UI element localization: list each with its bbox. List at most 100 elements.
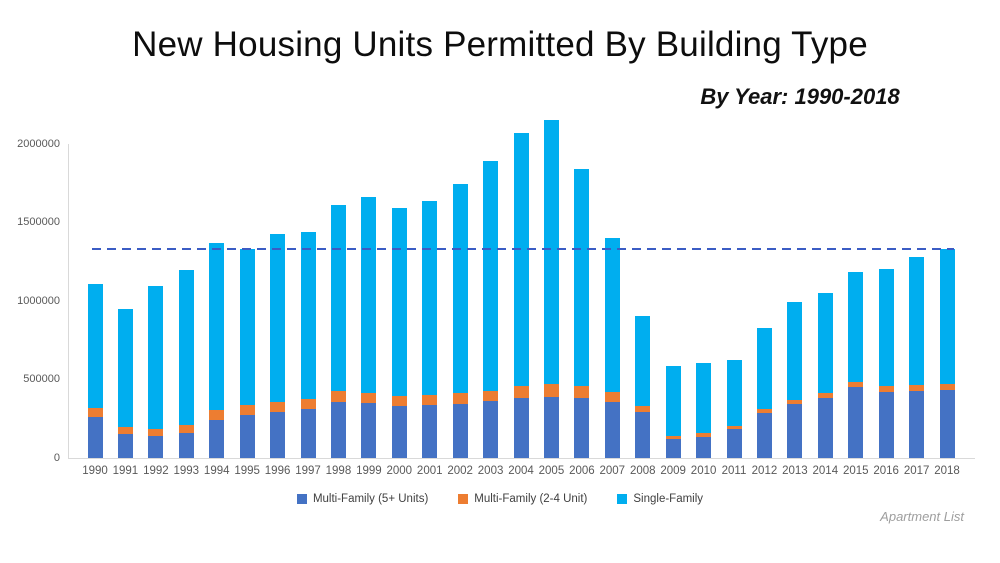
bar-segment xyxy=(817,398,833,458)
x-axis-tick-label: 2014 xyxy=(812,465,839,477)
bar-2016 xyxy=(878,268,894,458)
bar-segment xyxy=(178,432,194,458)
legend-item: Single-Family xyxy=(617,493,703,505)
bar-segment xyxy=(178,269,194,425)
bar-segment xyxy=(817,292,833,394)
bar-segment xyxy=(330,204,346,392)
legend-item: Multi-Family (5+ Units) xyxy=(296,493,428,505)
chart-subtitle: By Year: 1990-2018 xyxy=(700,84,900,109)
bar-segment xyxy=(817,393,833,399)
bar-segment xyxy=(452,392,468,404)
bar-1995 xyxy=(239,248,255,458)
bar-segment xyxy=(117,309,133,428)
bar-segment xyxy=(513,386,529,399)
x-axis-tick-label: 2007 xyxy=(599,465,626,477)
bar-segment xyxy=(87,408,103,417)
bar-1993 xyxy=(178,269,194,458)
x-axis-tick-label: 1991 xyxy=(112,465,139,477)
bar-2017 xyxy=(909,256,925,458)
bar-segment xyxy=(361,402,377,458)
x-axis-tick-label: 2000 xyxy=(386,465,413,477)
watermark: Apartment List xyxy=(880,509,964,524)
bar-segment xyxy=(300,398,316,410)
bar-segment xyxy=(148,436,164,458)
y-axis-tick-label: 2000000 xyxy=(17,137,60,150)
x-axis-tick-label: 2003 xyxy=(477,465,504,477)
bar-segment xyxy=(239,415,255,458)
bar-2002 xyxy=(452,183,468,458)
reference-line xyxy=(92,248,954,251)
bar-segment xyxy=(270,402,286,413)
bar-1990 xyxy=(87,283,103,458)
bar-segment xyxy=(391,208,407,397)
bar-segment xyxy=(909,391,925,458)
x-axis-tick-label: 1999 xyxy=(356,465,382,477)
bar-segment xyxy=(361,196,377,393)
bar-segment xyxy=(209,242,225,411)
bar-segment xyxy=(483,390,499,402)
bar-segment xyxy=(270,412,286,458)
bar-segment xyxy=(209,420,225,458)
bar-segment xyxy=(787,302,803,400)
chart-title: New Housing Units Permitted By Building … xyxy=(132,25,868,64)
bar-segment xyxy=(848,381,864,387)
legend-swatch xyxy=(617,494,628,504)
bar-segment xyxy=(604,238,620,393)
x-axis-tick-label: 1997 xyxy=(295,465,321,477)
bar-segment xyxy=(635,315,651,407)
bar-segment xyxy=(422,395,438,406)
bar-segment xyxy=(574,169,590,386)
bar-2008 xyxy=(635,315,651,458)
bar-segment xyxy=(209,410,225,421)
x-axis-tick-label: 2012 xyxy=(751,465,778,477)
bar-segment xyxy=(422,405,438,458)
bar-2012 xyxy=(756,327,772,458)
bar-segment xyxy=(483,401,499,458)
x-axis-tick-label: 1994 xyxy=(203,465,230,477)
bar-segment xyxy=(422,201,438,396)
bar-segment xyxy=(117,434,133,458)
x-axis-tick-label: 2004 xyxy=(508,465,534,477)
y-axis-tick-label: 0 xyxy=(53,451,60,464)
bar-2018 xyxy=(939,249,955,458)
bar-2015 xyxy=(848,272,864,458)
bar-segment xyxy=(452,403,468,458)
bar-segment xyxy=(696,433,712,437)
bar-segment xyxy=(178,424,194,433)
bar-segment xyxy=(726,360,742,426)
bar-segment xyxy=(848,272,864,382)
bar-segment xyxy=(330,402,346,458)
x-axis-tick-label: 1990 xyxy=(82,465,108,477)
bar-segment xyxy=(878,386,894,392)
bar-2004 xyxy=(513,133,529,458)
bar-segment xyxy=(726,425,742,430)
x-axis-tick-label: 2013 xyxy=(782,465,808,477)
bar-segment xyxy=(756,409,772,414)
bar-segment xyxy=(787,404,803,458)
bar-1992 xyxy=(148,286,164,458)
x-axis-tick-label: 1996 xyxy=(264,465,291,477)
bar-segment xyxy=(239,405,255,416)
bar-segment xyxy=(604,401,620,458)
x-axis-tick-label: 2002 xyxy=(447,465,473,477)
bar-segment xyxy=(878,268,894,387)
bar-segment xyxy=(391,406,407,458)
bar-segment xyxy=(635,406,651,412)
bar-segment xyxy=(239,248,255,406)
bar-segment xyxy=(756,327,772,410)
bar-1998 xyxy=(330,204,346,458)
bar-segment xyxy=(361,392,377,403)
bar-segment xyxy=(148,286,164,430)
bar-segment xyxy=(909,385,925,392)
x-axis-tick-label: 2010 xyxy=(690,465,717,477)
bar-segment xyxy=(726,429,742,458)
x-axis-tick-label: 2015 xyxy=(842,465,869,477)
bar-2006 xyxy=(574,169,590,458)
bar-segment xyxy=(300,231,316,399)
bar-segment xyxy=(300,409,316,458)
bar-1999 xyxy=(361,196,377,458)
x-axis-tick-label: 1993 xyxy=(173,465,200,477)
bar-segment xyxy=(665,366,681,436)
bar-segment xyxy=(848,386,864,458)
